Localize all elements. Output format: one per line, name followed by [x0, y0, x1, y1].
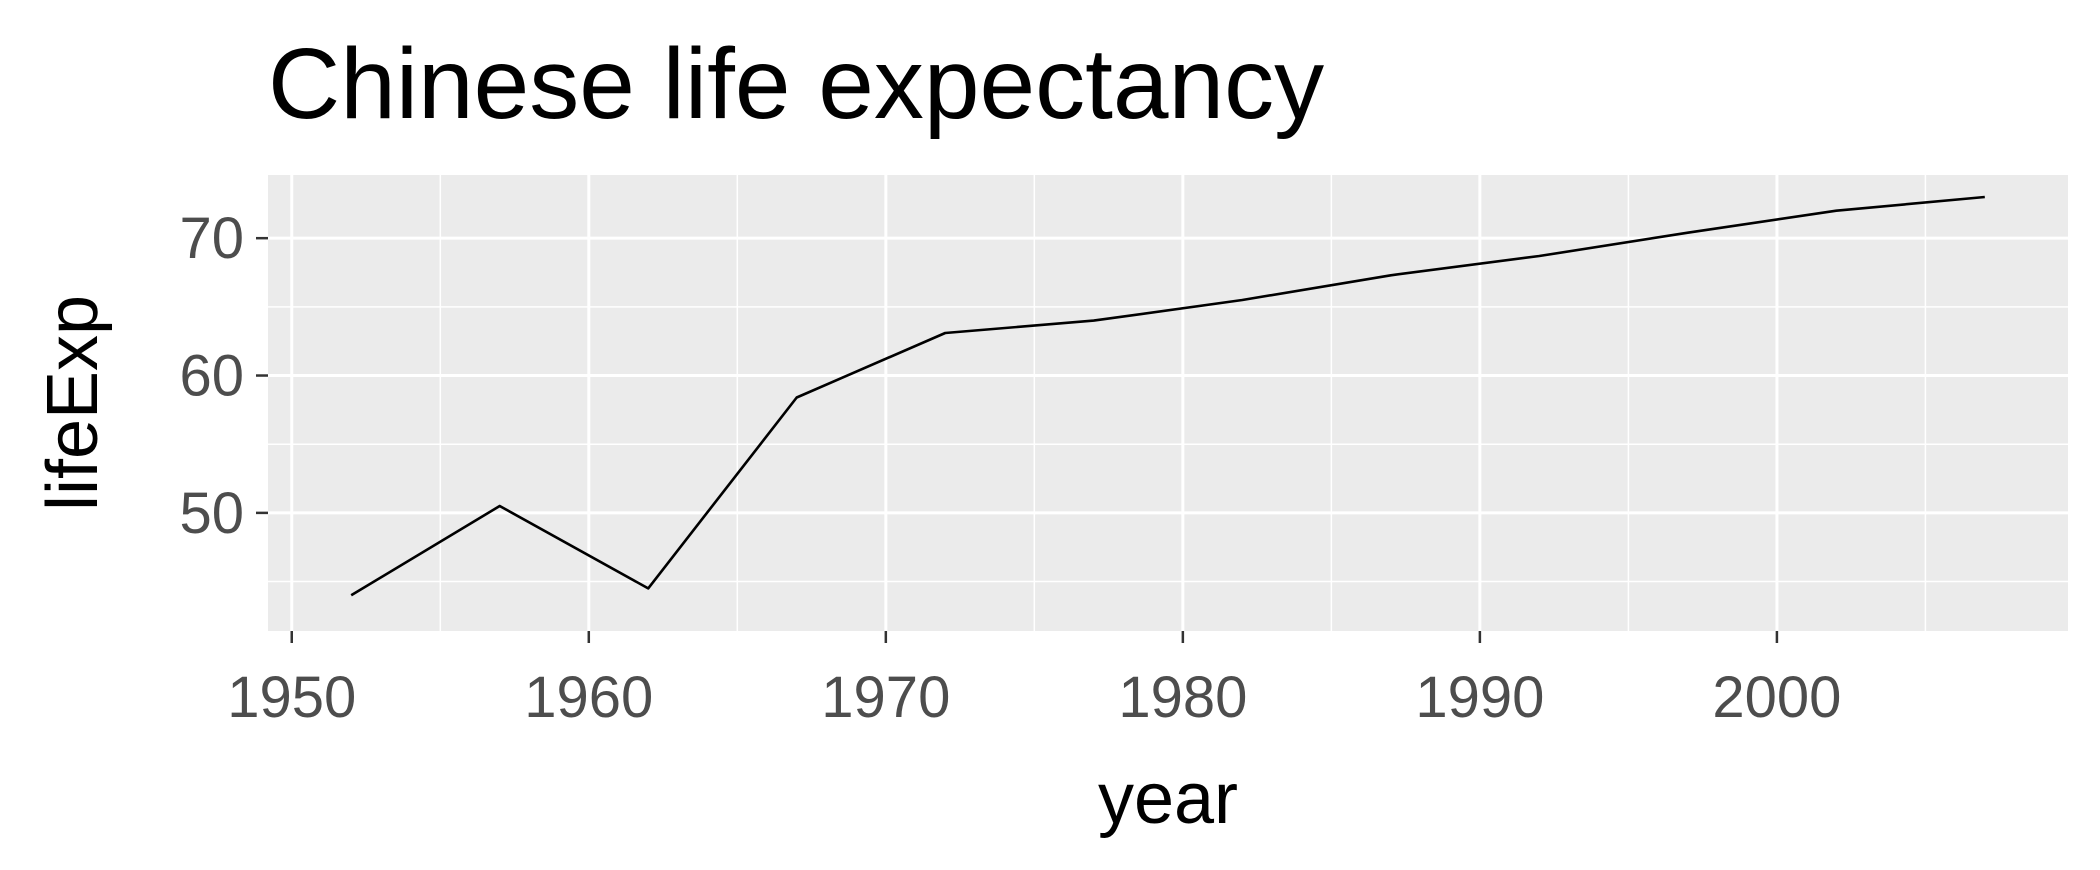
plot-panel — [268, 175, 2068, 631]
y-tick-label: 70 — [179, 206, 244, 271]
major-gridlines — [268, 175, 2068, 631]
x-tick-label: 1990 — [1415, 665, 1544, 730]
x-axis: 1950 1960 1970 1980 1990 2000 — [227, 631, 1841, 730]
y-tick-label: 50 — [179, 481, 244, 546]
minor-gridlines — [268, 175, 2068, 631]
x-tick-label: 1970 — [821, 665, 950, 730]
chart-title: Chinese life expectancy — [268, 28, 1324, 140]
series-line — [350, 195, 1985, 597]
y-axis: 50 60 70 — [179, 206, 268, 546]
y-tick-label: 60 — [179, 344, 244, 409]
x-tick-label: 1980 — [1118, 665, 1247, 730]
x-tick-label: 1950 — [227, 665, 356, 730]
x-axis-title: year — [1098, 759, 1238, 839]
x-tick-label: 2000 — [1712, 665, 1841, 730]
x-tick-label: 1960 — [524, 665, 653, 730]
y-axis-title: lifeExp — [33, 295, 113, 511]
series-layer — [350, 195, 1985, 597]
